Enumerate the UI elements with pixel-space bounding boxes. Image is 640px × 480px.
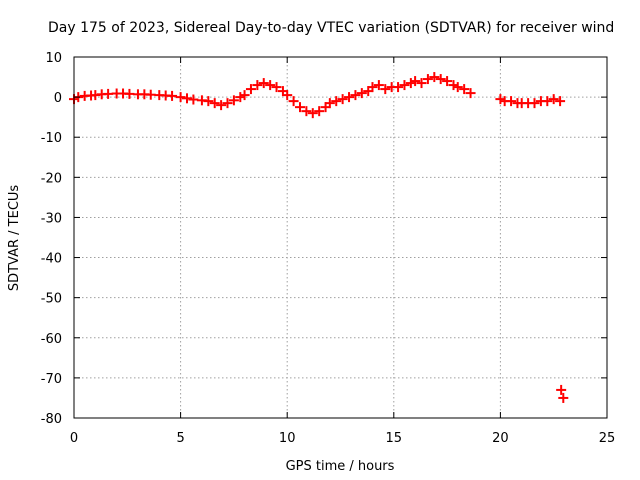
x-tick-label: 10: [279, 431, 296, 446]
data-point: [555, 96, 566, 107]
y-tick-label: 10: [45, 51, 62, 66]
data-point: [307, 108, 318, 119]
data-point: [271, 82, 282, 93]
points-layer: [69, 72, 569, 403]
data-point: [203, 96, 214, 107]
x-tick-label: 20: [492, 431, 509, 446]
data-point: [435, 74, 446, 85]
data-point: [239, 90, 250, 101]
x-tick-label: 25: [599, 431, 616, 446]
data-point: [245, 84, 256, 95]
y-tick-label: -20: [41, 171, 62, 186]
data-point: [145, 89, 156, 100]
data-point: [282, 90, 293, 101]
x-tick-label: 5: [176, 431, 184, 446]
data-point: [258, 78, 269, 89]
data-point: [294, 102, 305, 113]
grid-layer: [74, 57, 607, 418]
data-point: [556, 384, 567, 395]
data-point: [288, 96, 299, 107]
data-point: [506, 96, 517, 107]
y-tick-label: -30: [41, 211, 62, 226]
data-point: [314, 106, 325, 117]
data-point: [209, 98, 220, 109]
data-point: [416, 78, 427, 89]
data-point: [167, 90, 178, 101]
data-point: [363, 86, 374, 97]
data-point: [337, 94, 348, 105]
data-point: [529, 98, 540, 109]
x-tick-label: 15: [386, 431, 403, 446]
data-point: [399, 80, 410, 91]
data-point: [452, 82, 463, 93]
data-point: [222, 98, 233, 109]
y-tick-label: 0: [54, 91, 62, 106]
data-point: [344, 92, 355, 103]
data-point: [252, 80, 263, 91]
y-tick-label: -60: [41, 332, 62, 347]
data-point: [465, 88, 476, 99]
data-point: [459, 84, 470, 95]
data-point: [331, 96, 342, 107]
data-point: [380, 84, 391, 95]
data-point: [265, 80, 276, 91]
data-point: [320, 102, 331, 113]
data-point: [175, 92, 186, 103]
y-tick-label: -80: [41, 412, 62, 427]
data-point: [429, 72, 440, 83]
data-point: [373, 80, 384, 91]
data-point: [124, 88, 135, 99]
data-point: [548, 94, 559, 105]
chart-title: Day 175 of 2023, Sidereal Day-to-day VTE…: [48, 20, 614, 36]
data-point: [216, 100, 227, 111]
y-tick-label: -40: [41, 252, 62, 267]
data-point: [410, 76, 421, 87]
data-point: [181, 93, 192, 104]
data-point: [350, 90, 361, 101]
y-axis-label: SDTVAR / TECUs: [7, 185, 22, 292]
y-tick-label: -10: [41, 131, 62, 146]
data-point: [103, 88, 114, 99]
data-point: [442, 76, 453, 87]
data-point: [356, 88, 367, 99]
data-point: [188, 94, 199, 105]
data-point: [367, 82, 378, 93]
x-axis-label: GPS time / hours: [286, 459, 395, 474]
data-point: [324, 98, 335, 109]
data-point: [277, 86, 288, 97]
data-point: [228, 95, 239, 106]
plot-frame: [73, 56, 608, 419]
data-point: [542, 96, 553, 107]
data-point: [558, 392, 569, 403]
ticks-layer: 0 5 10 15 20 25 10 0 -10 -20 -30 -40 -50 -60 -70 -80: [41, 51, 616, 446]
x-tick-label: 0: [70, 431, 78, 446]
data-point: [301, 106, 312, 117]
data-point: [422, 74, 433, 85]
data-point: [393, 82, 404, 93]
y-tick-label: -70: [41, 372, 62, 387]
y-tick-label: -50: [41, 292, 62, 307]
